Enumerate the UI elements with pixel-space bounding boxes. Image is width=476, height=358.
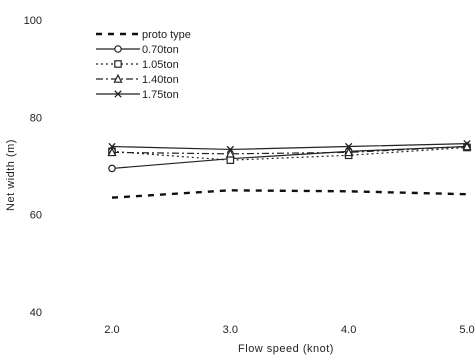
legend-item-1-75ton: 1.75ton	[96, 89, 179, 101]
data-point-1-40ton	[225, 148, 235, 158]
data-point-1-40ton	[344, 147, 354, 157]
legend-marker	[114, 60, 122, 68]
data-point-1-75ton	[108, 142, 116, 151]
series-line-1-40ton	[111, 145, 468, 155]
y-tick-label: 60	[30, 210, 42, 222]
plot-area: 40 60 80 100 2.0 3.0 4.0 5.0	[24, 15, 475, 336]
data-point-1-75ton	[345, 142, 353, 151]
legend-item-1-05ton: 1.05ton	[96, 59, 179, 71]
legend-label: 1.05ton	[142, 59, 179, 71]
legend-item-0-70ton: 0.70ton	[96, 44, 179, 56]
y-tick-label: 40	[30, 307, 42, 319]
data-point-1-75ton	[226, 145, 234, 154]
x-tick-label: 4.0	[341, 324, 356, 336]
legend-item-proto-type: proto type	[96, 29, 191, 41]
x-tick-label: 2.0	[104, 324, 119, 336]
x-axis-title: Flow speed (knot)	[238, 343, 334, 355]
legend-label: 0.70ton	[142, 44, 179, 56]
series-line-0-70ton	[111, 145, 468, 170]
legend-label: 1.40ton	[142, 74, 179, 86]
y-tick-label: 100	[24, 15, 42, 27]
legend-label: 1.75ton	[142, 89, 179, 101]
legend-marker	[113, 73, 123, 83]
data-point-1-05ton	[226, 156, 235, 164]
legend-label: proto type	[142, 29, 191, 41]
series-line-proto-type	[111, 189, 468, 199]
data-point-0-70ton	[108, 164, 116, 173]
y-axis-title: Net width (m)	[5, 139, 17, 211]
legend-marker	[114, 90, 122, 98]
x-tick-label: 3.0	[223, 324, 238, 336]
series-line-1-75ton	[111, 143, 468, 151]
data-point-1-40ton	[107, 147, 117, 157]
series-line-1-05ton	[111, 146, 468, 161]
data-point-1-75ton	[463, 139, 471, 148]
legend: proto type 0.70ton 1.05ton 1.40ton 1.75ton	[96, 29, 191, 101]
y-tick-label: 80	[30, 112, 42, 124]
legend-item-1-40ton: 1.40ton	[96, 73, 179, 86]
legend-marker	[114, 45, 122, 53]
x-tick-label: 5.0	[459, 324, 474, 336]
